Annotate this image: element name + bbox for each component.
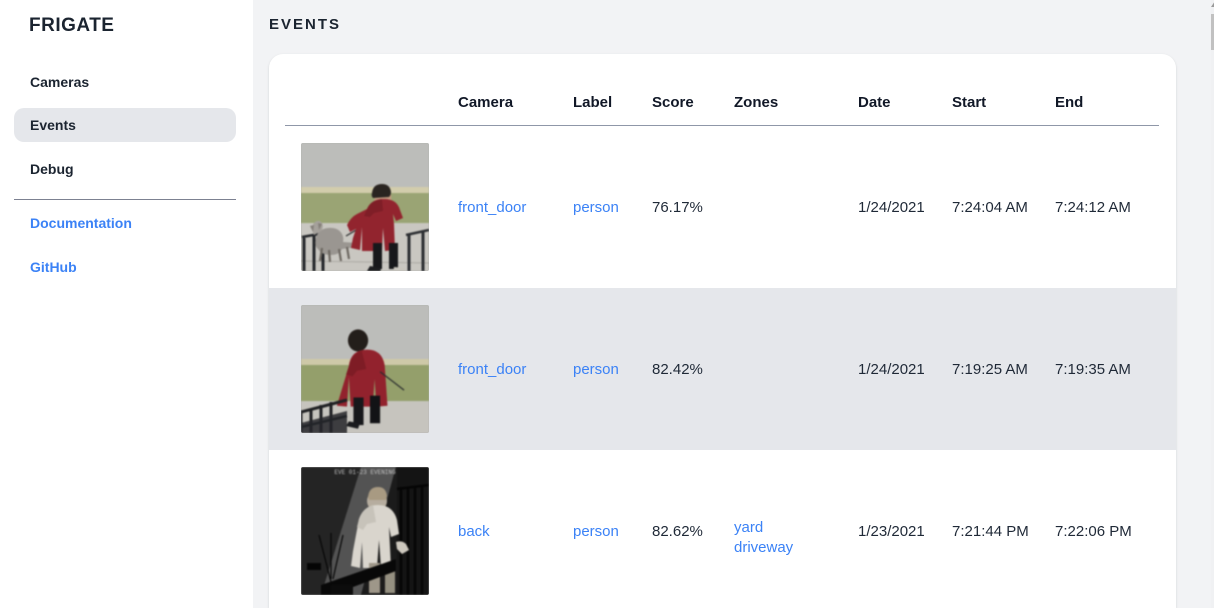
svg-text:EVE 01-23 EVENING: EVE 01-23 EVENING: [334, 469, 396, 476]
